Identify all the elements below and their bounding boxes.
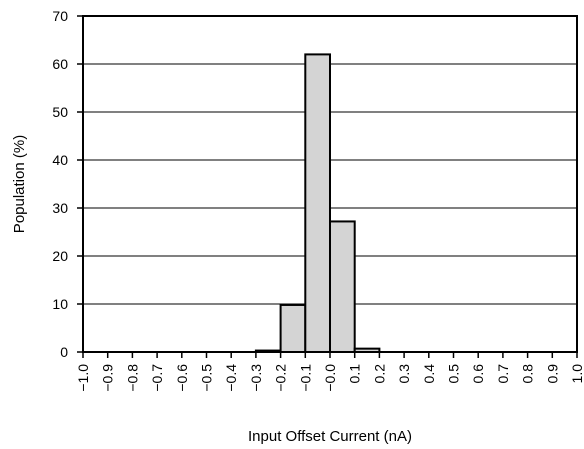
- y-tick-label: 40: [52, 152, 68, 168]
- bars: [254, 53, 381, 354]
- y-tick-label: 60: [52, 56, 68, 72]
- y-tick-label: 30: [52, 200, 68, 216]
- x-tick-label: −0.7: [149, 364, 165, 392]
- y-axis: 0 10 20 30 40 50 60 70: [52, 8, 83, 360]
- x-tick-label: 1.0: [569, 364, 584, 384]
- x-tick-label: −0.1: [297, 364, 313, 392]
- histogram-bar: [329, 220, 356, 353]
- x-tick-label: 0.6: [470, 364, 486, 384]
- y-tick-label: 0: [60, 344, 68, 360]
- x-tick-label: 0.2: [371, 364, 387, 384]
- x-tick-label: −0.3: [248, 364, 264, 392]
- x-axis-title: Input Offset Current (nA): [248, 428, 412, 445]
- x-tick-label: −0.0: [322, 364, 338, 392]
- x-tick-label: −0.8: [124, 364, 140, 392]
- x-tick-label: −0.5: [199, 364, 215, 392]
- x-tick-label: −0.4: [223, 364, 239, 392]
- x-tick-label: 0.1: [347, 364, 363, 384]
- y-tick-label: 50: [52, 104, 68, 120]
- histogram-bar: [279, 303, 307, 353]
- y-tick-label: 70: [52, 8, 68, 24]
- y-tick-label: 20: [52, 248, 68, 264]
- x-tick-label: 0.8: [520, 364, 536, 384]
- x-axis: −1.0 −0.9 −0.8 −0.7 −0.6 −0.5 −0.4 −0.3 −0.2 −0.1…: [75, 352, 584, 392]
- x-tick-label: 0.3: [396, 364, 412, 384]
- x-tick-label: 0.9: [544, 364, 560, 384]
- x-tick-label: 0.7: [495, 364, 511, 384]
- x-tick-label: 0.5: [446, 364, 462, 384]
- x-tick-label: −1.0: [75, 364, 91, 392]
- y-tick-label: 10: [52, 296, 68, 312]
- x-tick-label: −0.2: [273, 364, 289, 392]
- y-axis-title: Population (%): [11, 135, 28, 233]
- x-tick-label: −0.6: [174, 364, 190, 392]
- x-tick-label: 0.4: [421, 364, 437, 384]
- histogram-bar: [304, 53, 331, 354]
- x-tick-label: −0.9: [100, 364, 116, 392]
